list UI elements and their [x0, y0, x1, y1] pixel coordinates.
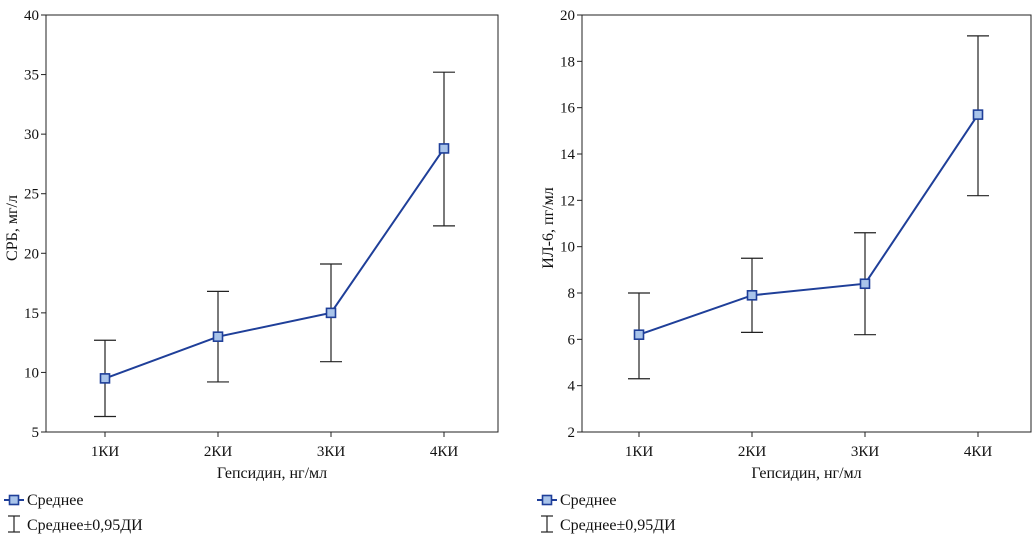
- chart1-y-tick-label: 15: [24, 306, 39, 322]
- chart2-y-tick-label: 10: [560, 240, 575, 256]
- chart1-x-tick-label: 2КИ: [204, 444, 233, 460]
- chart1-legend-mean-label: Среднее: [27, 492, 83, 509]
- chart1-mean-point-2: [212, 331, 224, 342]
- chart2-legend-mean-marker: [541, 494, 553, 506]
- chart2-y-tick-label: 20: [560, 8, 575, 24]
- chart1-legend-mean-marker: [8, 494, 20, 506]
- chart1-plot-frame: [45, 14, 499, 433]
- chart1-y-tick-label: 5: [32, 425, 40, 441]
- chart2-x-tick-label: 1КИ: [625, 444, 654, 460]
- chart1-y-tick-label: 35: [24, 68, 39, 84]
- chart2-y-tick-label: 2: [568, 425, 576, 441]
- chart2-mean-point-2: [746, 290, 758, 301]
- chart2-mean-point-1: [633, 329, 645, 341]
- chart2-y-tick-label: 18: [560, 54, 575, 70]
- chart1-y-tick-label: 40: [24, 8, 39, 24]
- chart2-y-tick-label: 4: [568, 379, 576, 395]
- chart2-x-tick-label: 4КИ: [964, 444, 993, 460]
- chart2-y-tick-label: 8: [568, 286, 576, 302]
- chart2-mean-point-3: [859, 278, 871, 290]
- chart2-legend-mean-label: Среднее: [560, 492, 616, 509]
- chart2-x-tick-label: 3КИ: [851, 444, 880, 460]
- chart2-mean-point-4: [972, 109, 984, 120]
- chart1-mean-point-1: [99, 373, 111, 384]
- chart1-legend-ci-label: Среднее±0,95ДИ: [27, 517, 143, 534]
- chart1-mean-point-4: [438, 143, 450, 154]
- chart2-y-tick-label: 6: [568, 332, 576, 348]
- chart1-y-tick-label: 10: [24, 365, 39, 381]
- chart2-y-tick-label: 14: [560, 147, 576, 163]
- chart2-y-tick-label: 12: [560, 193, 575, 209]
- chart2-mean-line: [638, 114, 979, 336]
- chart2-legend-ci-label: Среднее±0,95ДИ: [560, 517, 676, 534]
- chart2-plot-frame: [581, 14, 1032, 433]
- chart2-y-axis-title: ИЛ-6, пг/мл: [540, 187, 557, 268]
- chart1-y-tick-label: 20: [24, 246, 39, 262]
- chart1-x-tick-label: 1КИ: [91, 444, 120, 460]
- chart2-x-axis-title: Гепсидин, нг/мл: [751, 465, 861, 482]
- chart1-y-tick-label: 25: [24, 187, 39, 203]
- chart1-x-tick-label: 4КИ: [430, 444, 459, 460]
- chart2-y-tick-label: 16: [560, 101, 576, 117]
- chart1-mean-point-3: [325, 307, 337, 319]
- chart1-y-axis-title: СРБ, мг/л: [4, 195, 21, 261]
- chart2-x-tick-label: 2КИ: [738, 444, 767, 460]
- chart1-mean-line: [104, 147, 445, 380]
- chart1-y-tick-label: 30: [24, 127, 39, 143]
- chart1-x-axis-title: Гепсидин, нг/мл: [217, 465, 327, 482]
- chart1-x-tick-label: 3КИ: [317, 444, 346, 460]
